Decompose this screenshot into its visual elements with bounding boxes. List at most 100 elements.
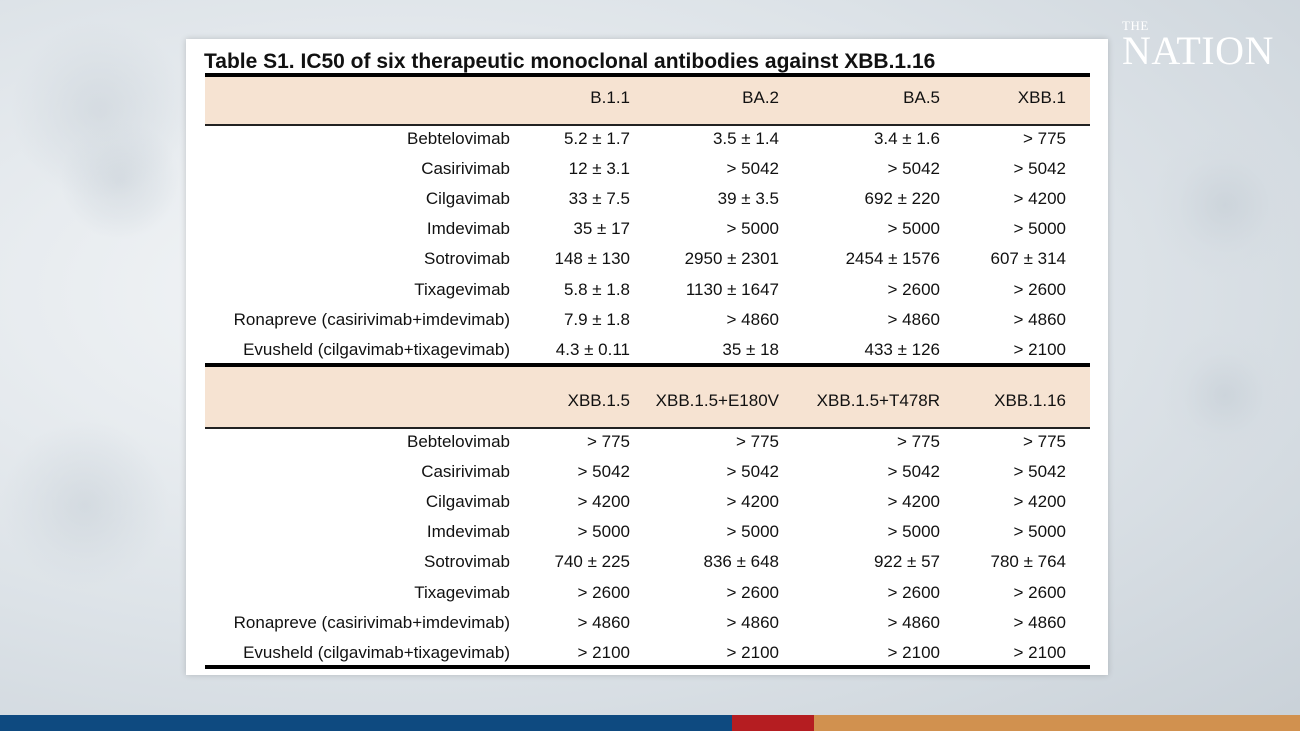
ic50-value: 922 ± 57 [873, 552, 940, 572]
cut-off-caption-text [205, 669, 1090, 675]
ic50-value: 740 ± 225 [554, 552, 630, 572]
ic50-value: > 775 [896, 432, 940, 451]
ic50-value: > 4200 [887, 492, 940, 512]
antibody-name: Casirivimab [421, 159, 510, 179]
ic50-value: > 4860 [887, 309, 940, 329]
table-document: Table S1. IC50 of six therapeutic monocl… [186, 39, 1108, 675]
ic50-value: > 5000 [726, 219, 779, 239]
antibody-name: Ronapreve (casirivimab+imdevimab) [233, 612, 510, 632]
column-header: XBB.1 [1017, 88, 1066, 107]
header-bottom-rule [205, 124, 1090, 126]
ic50-value: > 5042 [1013, 159, 1066, 179]
column-header: XBB.1.5 [567, 391, 630, 410]
logo-the-text: THE [1122, 18, 1149, 33]
column-header: XBB.1.16 [994, 391, 1066, 410]
ic50-value: > 5042 [577, 462, 630, 482]
ic50-value: 1130 ± 1647 [685, 279, 779, 299]
ic50-value: > 4860 [1013, 309, 1066, 329]
table-title: Table S1. IC50 of six therapeutic monocl… [204, 50, 936, 73]
ic50-value: > 775 [586, 432, 630, 451]
background-virus-graphic [60, 120, 180, 240]
column-header: BA.2 [742, 88, 779, 107]
section-top-rule [205, 363, 1090, 367]
ic50-value: 692 ± 220 [864, 189, 940, 209]
ic50-value: > 5000 [887, 219, 940, 239]
table-bottom-rule [205, 665, 1090, 669]
antibody-name: Cilgavimab [425, 492, 510, 512]
ic50-value: > 2100 [887, 642, 940, 662]
antibody-name: Imdevimab [426, 219, 510, 239]
ic50-value: 35 ± 18 [722, 339, 779, 359]
ic50-value: > 2600 [887, 582, 940, 602]
ic50-value: > 5042 [726, 159, 779, 179]
section-top-rule [205, 73, 1090, 77]
ic50-value: > 4860 [1013, 612, 1066, 632]
column-header: BA.5 [903, 88, 940, 107]
ic50-value: 2950 ± 2301 [684, 249, 779, 269]
ic50-value: 5.2 ± 1.7 [563, 129, 630, 148]
antibody-name: Tixagevimab [414, 279, 510, 299]
ic50-value: > 5000 [577, 522, 630, 542]
ic50-value: > 775 [735, 432, 779, 451]
ic50-value: > 4200 [1013, 189, 1066, 209]
logo-nation-text: NATION [1122, 28, 1274, 73]
ic50-value: > 4200 [577, 492, 630, 512]
ic50-value: 35 ± 17 [573, 219, 630, 239]
footer-bar-blue [0, 715, 732, 731]
antibody-name: Tixagevimab [414, 582, 510, 602]
ic50-value: > 4200 [1013, 492, 1066, 512]
ic50-value: > 2100 [1013, 642, 1066, 662]
ic50-value: > 5000 [1013, 219, 1066, 239]
column-header: B.1.1 [590, 88, 630, 107]
antibody-name: Imdevimab [426, 522, 510, 542]
ic50-value: 12 ± 3.1 [568, 159, 630, 179]
column-header: XBB.1.5+E180V [655, 391, 779, 410]
antibody-name: Ronapreve (casirivimab+imdevimab) [233, 309, 510, 329]
footer-bar-tan [814, 715, 1300, 731]
header-row-background [205, 77, 1090, 124]
background-virus-graphic [0, 420, 170, 590]
ic50-value: > 4200 [726, 492, 779, 512]
antibody-name: Evusheld (cilgavimab+tixagevimab) [243, 642, 510, 662]
antibody-name: Casirivimab [421, 462, 510, 482]
ic50-value: > 2600 [726, 582, 779, 602]
antibody-name: Evusheld (cilgavimab+tixagevimab) [243, 339, 510, 359]
ic50-value: > 5042 [726, 462, 779, 482]
ic50-value: > 4860 [726, 612, 779, 632]
ic50-value: > 5042 [1013, 462, 1066, 482]
background-virus-graphic [10, 20, 190, 200]
ic50-value: > 2100 [726, 642, 779, 662]
ic50-value: 4.3 ± 0.11 [555, 339, 630, 359]
ic50-value: 7.9 ± 1.8 [563, 309, 630, 329]
ic50-value: > 2100 [1013, 339, 1066, 359]
footer-bar-red [732, 715, 814, 731]
ic50-value: 607 ± 314 [990, 249, 1066, 269]
ic50-value: > 5000 [1013, 522, 1066, 542]
ic50-value: > 775 [1022, 129, 1066, 148]
ic50-value: > 2600 [887, 279, 940, 299]
ic50-value: > 2600 [577, 582, 630, 602]
antibody-name: Cilgavimab [425, 189, 510, 209]
ic50-value: > 775 [1022, 432, 1066, 451]
header-row-background [205, 367, 1090, 427]
ic50-value: 3.5 ± 1.4 [712, 129, 779, 148]
ic50-value: > 2600 [1013, 279, 1066, 299]
background-virus-graphic [1150, 130, 1300, 280]
background-virus-graphic [1160, 330, 1290, 460]
ic50-value: 5.8 ± 1.8 [563, 279, 630, 299]
header-bottom-rule [205, 427, 1090, 429]
ic50-value: > 4860 [726, 309, 779, 329]
ic50-value: > 4860 [887, 612, 940, 632]
ic50-value: > 2600 [1013, 582, 1066, 602]
ic50-value: > 5000 [887, 522, 940, 542]
ic50-value: > 2100 [577, 642, 630, 662]
ic50-value: > 4860 [577, 612, 630, 632]
ic50-value: 780 ± 764 [990, 552, 1066, 572]
ic50-value: 39 ± 3.5 [717, 189, 779, 209]
ic50-value: 33 ± 7.5 [568, 189, 630, 209]
ic50-value: 2454 ± 1576 [845, 249, 940, 269]
antibody-name: Bebtelovimab [406, 432, 510, 451]
antibody-name: Sotrovimab [424, 249, 510, 269]
ic50-value: > 5000 [726, 522, 779, 542]
ic50-value: 836 ± 648 [703, 552, 779, 572]
